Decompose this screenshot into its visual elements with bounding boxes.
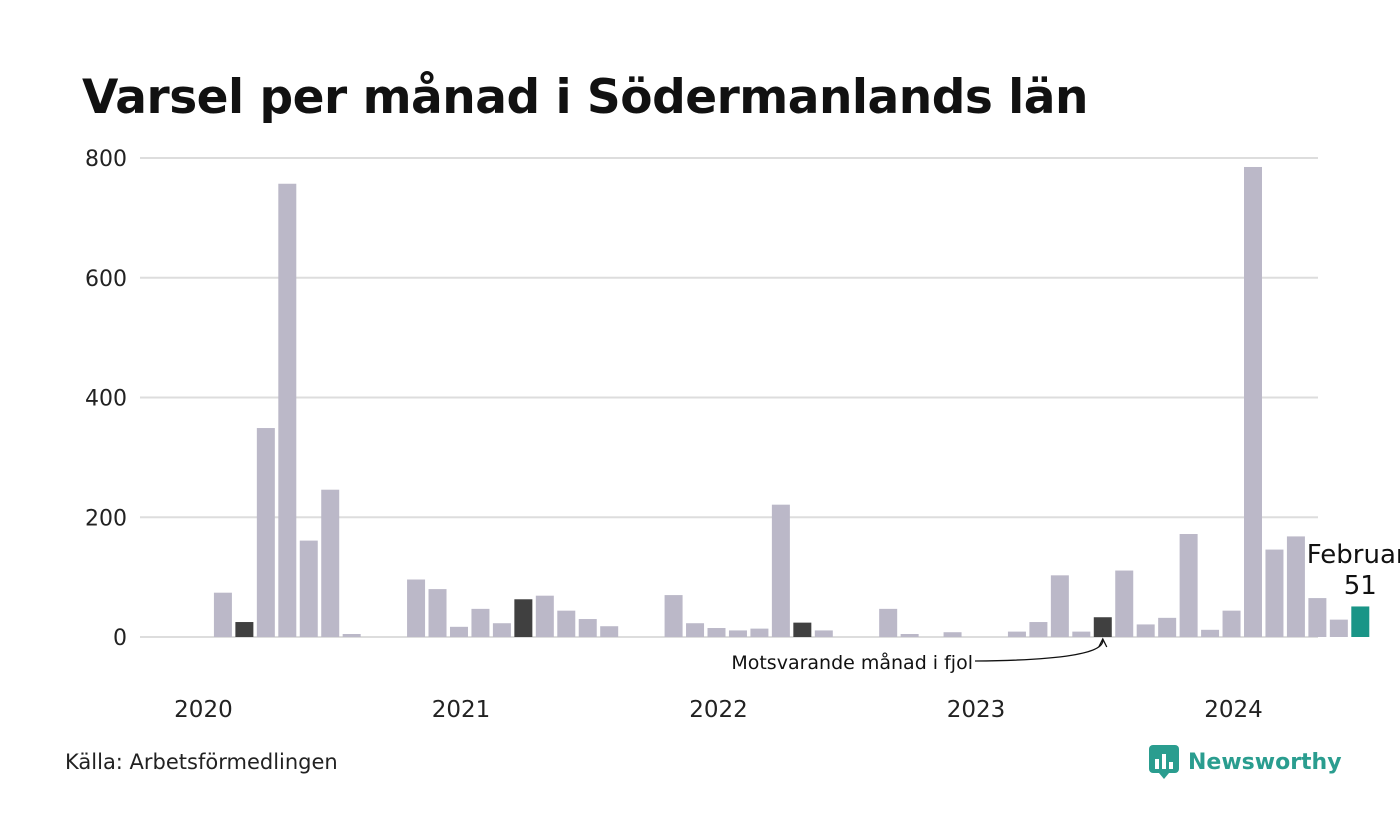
bar: [793, 622, 812, 637]
bar: [299, 540, 318, 637]
y-tick-label: 0: [113, 626, 127, 651]
bar: [514, 599, 533, 637]
x-axis-year-labels: 2020 2021 2022 2023 2024: [174, 697, 1263, 723]
bar: [578, 619, 597, 637]
bar: [728, 630, 747, 637]
bar: [213, 592, 232, 637]
bar: [707, 628, 726, 637]
bar: [1286, 536, 1305, 637]
y-axis-ticks: 0 200 400 600 800: [85, 147, 127, 651]
bar: [814, 630, 833, 637]
x-tick-label: 2021: [432, 697, 491, 723]
bar: [1265, 549, 1284, 637]
bar: [321, 489, 340, 637]
source-note: Källa: Arbetsförmedlingen: [65, 750, 338, 774]
bar: [256, 428, 275, 637]
bar: [235, 622, 254, 637]
bar: [492, 623, 511, 637]
bar: [771, 504, 790, 637]
annotations: Februari51 Motsvarande månad i fjol: [731, 540, 1400, 674]
bar: [900, 634, 919, 637]
bar: [1029, 622, 1048, 637]
x-tick-label: 2023: [947, 697, 1006, 723]
bar: [1136, 624, 1155, 637]
annotation-arrowhead: [1098, 637, 1108, 648]
bars: [213, 166, 1370, 637]
annotation-label: Motsvarande månad i fjol: [731, 651, 973, 674]
bar: [471, 608, 490, 637]
current-value-label: 51: [1344, 571, 1377, 601]
current-month-label: Februari: [1307, 540, 1400, 570]
x-tick-label: 2022: [689, 697, 748, 723]
bar: [664, 595, 683, 637]
y-tick-label: 200: [85, 506, 127, 531]
bar: [1072, 631, 1091, 637]
bar: [1222, 610, 1241, 637]
bar: [1093, 617, 1112, 637]
bar: [535, 595, 554, 637]
bar: [449, 626, 468, 637]
bar: [1007, 631, 1026, 637]
bar: [557, 610, 576, 637]
bar: [1179, 534, 1198, 637]
newsworthy-logo[interactable]: Newsworthy: [1148, 744, 1342, 780]
bar: [750, 628, 769, 637]
bar: [879, 608, 898, 637]
chart-title: Varsel per månad i Södermanlands län: [82, 70, 1088, 125]
y-tick-label: 600: [85, 267, 127, 292]
bar: [407, 579, 426, 637]
bar: [1244, 166, 1262, 637]
bar: [342, 634, 361, 637]
y-tick-label: 800: [85, 147, 127, 172]
bar: [1115, 570, 1134, 637]
newsworthy-icon: [1149, 745, 1179, 779]
bar: [600, 626, 619, 637]
bar: [1308, 598, 1327, 637]
bar: [943, 632, 962, 637]
x-tick-label: 2024: [1204, 697, 1263, 723]
bar: [428, 589, 447, 637]
y-tick-label: 400: [85, 387, 127, 412]
bar: [1329, 619, 1348, 637]
annotation-arrow: [974, 639, 1104, 662]
bar: [1201, 629, 1220, 637]
x-tick-label: 2020: [174, 697, 233, 723]
bar: [1351, 606, 1370, 637]
brand-name: Newsworthy: [1188, 749, 1342, 775]
bar: [1050, 575, 1069, 637]
bar: [1158, 617, 1177, 637]
bar: [686, 623, 705, 637]
bar: [278, 183, 297, 637]
